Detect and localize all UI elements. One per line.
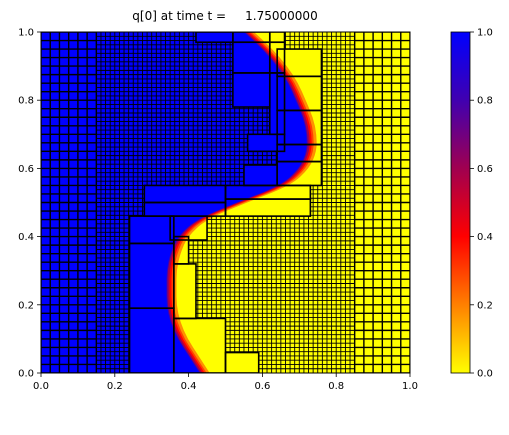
- y-axis: 0.0 0.2 0.4 0.6 0.8 1.0: [18, 28, 41, 380]
- y-tick-label: 0.2: [18, 300, 34, 311]
- colorbar-tick-label: 1.0: [477, 28, 493, 39]
- x-tick-label: 0.6: [254, 381, 270, 392]
- colorbar-tick-label: 0.4: [477, 232, 493, 243]
- colorbar-tick-label: 0.0: [477, 369, 493, 380]
- x-tick-label: 1.0: [402, 381, 418, 392]
- amr-patch: [173, 317, 227, 373]
- colorbar-tick-label: 0.8: [477, 96, 493, 107]
- y-tick-label: 0.8: [18, 96, 34, 107]
- colorbar-tick-label: 0.6: [477, 164, 493, 175]
- chart-title: q[0] at time t = 1.75000000: [132, 9, 317, 23]
- colorbar: 0.0 0.2 0.4 0.6 0.8 1.0: [450, 28, 493, 380]
- y-tick-label: 0.0: [18, 369, 34, 380]
- plot-area: [40, 31, 411, 374]
- x-tick-label: 0.0: [33, 381, 49, 392]
- y-tick-label: 0.4: [18, 232, 34, 243]
- x-axis: 0.0 0.2 0.4 0.6 0.8 1.0: [33, 373, 418, 392]
- colorbar-gradient: [450, 31, 471, 374]
- amr-level-2: [353, 32, 410, 373]
- x-tick-label: 0.2: [107, 381, 123, 392]
- x-tick-label: 0.4: [181, 381, 197, 392]
- x-tick-label: 0.8: [328, 381, 344, 392]
- amr-patch: [268, 32, 286, 44]
- amr-patch: [173, 235, 190, 265]
- y-tick-label: 1.0: [18, 28, 34, 39]
- colorbar-axis: 0.0 0.2 0.4 0.6 0.8 1.0: [470, 28, 493, 380]
- plot-frame: [40, 31, 411, 374]
- amr-patch: [224, 351, 260, 373]
- amr-patch: [246, 133, 286, 153]
- colorbar-tick-label: 0.2: [477, 300, 493, 311]
- amr-patch: [276, 48, 323, 78]
- y-tick-label: 0.6: [18, 164, 34, 175]
- amr-level-0: [41, 32, 98, 373]
